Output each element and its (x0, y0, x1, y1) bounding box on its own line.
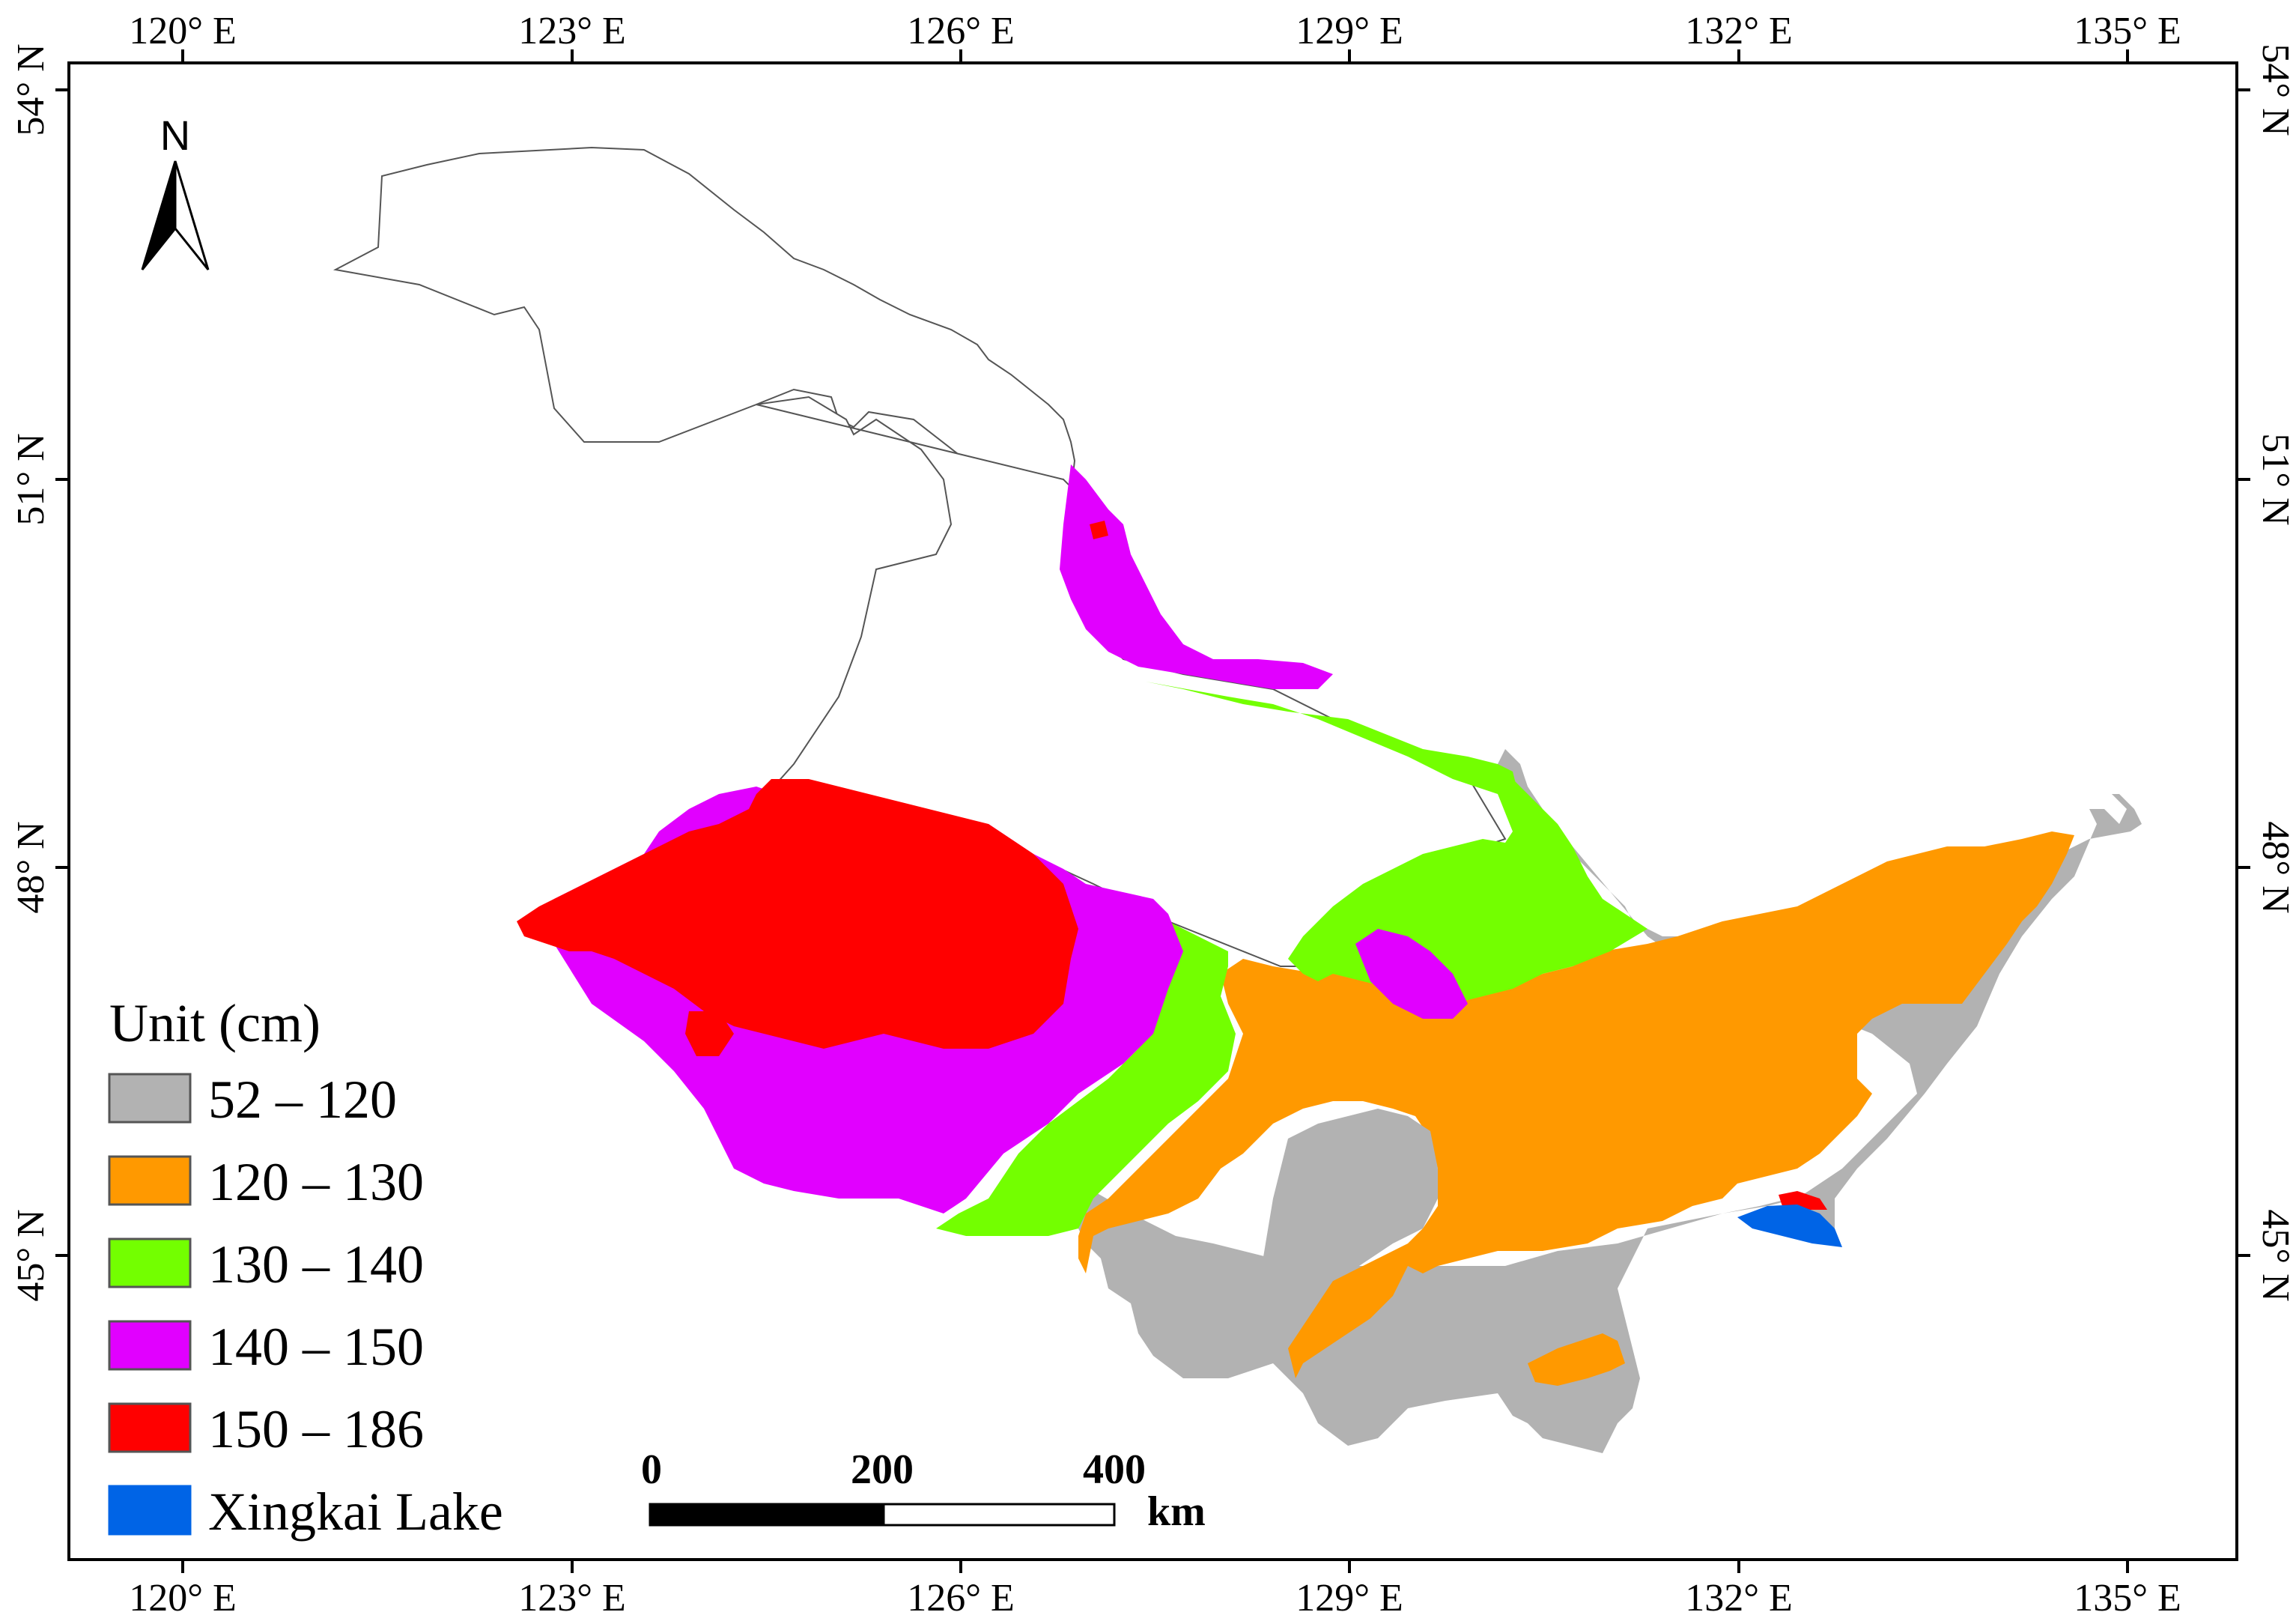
north-arrow: N (141, 112, 210, 270)
legend-label: 120 – 130 (208, 1152, 424, 1212)
lon-label: 129° E (1296, 1577, 1403, 1620)
lat-label: 54° N (2254, 43, 2296, 136)
legend-swatch-120-130 (108, 1155, 192, 1206)
lon-label: 135° E (2074, 10, 2181, 52)
lat-labels-right: 54° N 51° N 48° N 45° N (2254, 43, 2296, 1301)
lon-label: 135° E (2074, 1577, 2181, 1620)
region-xingkai-lake (1737, 1205, 1842, 1247)
lat-label: 48° N (2254, 821, 2296, 913)
map-frame (67, 61, 2238, 1561)
lon-label: 120° E (129, 1577, 237, 1620)
region-150-186-north-spot (1090, 521, 1108, 539)
legend-swatch-xingkai-lake (108, 1485, 192, 1536)
lon-label: 120° E (129, 10, 237, 52)
lon-labels-top: 120° E 123° E 126° E 129° E 132° E 135° … (129, 10, 2181, 52)
scale-tick-label: 0 (641, 1446, 662, 1493)
region-150-186 (517, 779, 1078, 1049)
lon-label: 123° E (518, 10, 626, 52)
lat-label: 45° N (2254, 1209, 2296, 1301)
region-outline-north (332, 146, 1076, 497)
lon-ticks (181, 49, 2129, 1573)
lon-label: 132° E (1685, 10, 1793, 52)
scale-tick-label: 400 (1083, 1446, 1146, 1493)
scale-bar-black-segment (649, 1503, 885, 1527)
region-52-120-interior (1258, 1109, 1438, 1348)
region-120-130 (1078, 831, 2074, 1378)
region-120-130-south (1528, 1333, 1625, 1386)
region-140-150-north (1060, 464, 1333, 689)
scale-bar-white-segment (882, 1503, 1116, 1527)
lon-label: 123° E (518, 1577, 626, 1620)
legend-label: 150 – 186 (208, 1399, 424, 1459)
legend-label: 130 – 140 (208, 1234, 424, 1294)
lon-label: 129° E (1296, 10, 1403, 52)
lat-label: 48° N (10, 821, 52, 913)
north-arrow-icon (141, 160, 177, 270)
region-140-150-blob (1355, 929, 1468, 1019)
lat-label: 54° N (10, 43, 52, 136)
legend-swatch-130-140 (108, 1237, 192, 1288)
lon-label: 126° E (907, 1577, 1015, 1620)
lat-label: 51° N (2254, 433, 2296, 525)
legend-swatch-140-150 (108, 1320, 192, 1371)
legend-title: Unit (cm) (109, 993, 321, 1053)
scale-unit: km (1147, 1488, 1206, 1535)
lat-labels-left: 54° N 51° N 48° N 45° N (10, 43, 52, 1301)
lat-label: 51° N (10, 433, 52, 525)
legend-label: 52 – 120 (208, 1070, 397, 1130)
legend-swatch-150-186 (108, 1402, 192, 1453)
legend-swatch-52-120 (108, 1073, 192, 1124)
scale-bar: 0 200 400 km (641, 1446, 1206, 1535)
scale-tick-label: 200 (851, 1446, 914, 1493)
legend: Unit (cm) 52 – 120 120 – 130 130 – 140 1… (108, 993, 503, 1542)
north-arrow-label: N (160, 112, 190, 159)
legend-label: 140 – 150 (208, 1317, 424, 1377)
lon-label: 126° E (907, 10, 1015, 52)
legend-label: Xingkai Lake (208, 1482, 503, 1542)
lat-label: 45° N (10, 1209, 52, 1301)
region-150-186-small (685, 1011, 734, 1056)
lon-label: 132° E (1685, 1577, 1793, 1620)
lat-ticks (55, 88, 2250, 1257)
lon-labels-bottom: 120° E 123° E 126° E 129° E 132° E 135° … (129, 1577, 2181, 1620)
